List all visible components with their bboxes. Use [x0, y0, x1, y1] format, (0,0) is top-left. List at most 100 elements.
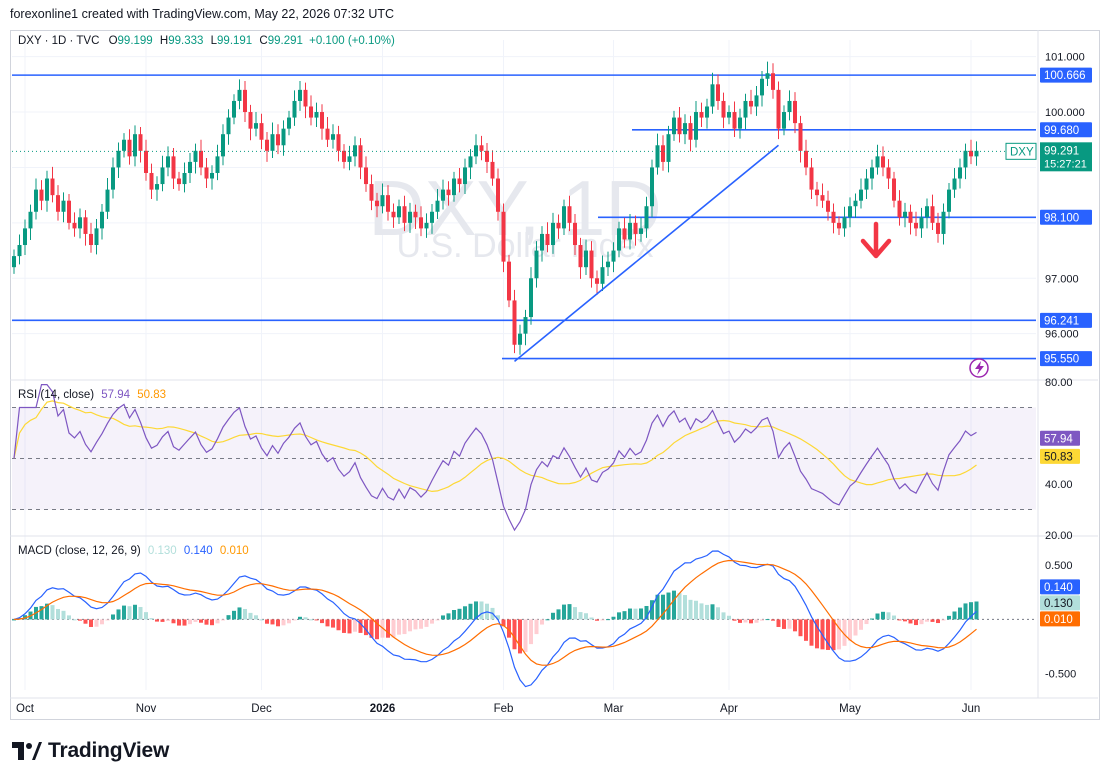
macd-histogram-bar [292, 619, 297, 621]
macd-histogram-bar [419, 619, 423, 629]
candle-body [760, 78, 764, 96]
macd-histogram-bar [39, 606, 44, 620]
macd-histogram-bar [870, 618, 874, 620]
candle-body [705, 106, 709, 118]
chart-canvas[interactable]: DXY, 1D U.S. Dollar Index 101.000 100.000… [10, 30, 1100, 720]
macd-histogram-bar [413, 619, 418, 630]
macd-signal-value: 0.010 [219, 545, 249, 557]
candle-body [188, 161, 192, 173]
macd-histogram-bar [782, 619, 786, 629]
macd-histogram-bar [969, 602, 973, 620]
macd-histogram-bar [204, 619, 209, 625]
macd-histogram-bar [474, 601, 478, 620]
price-tick-label: 97.000 [1045, 273, 1079, 285]
macd-histogram-bar [743, 619, 748, 623]
rsi-tag: 57.94 [1044, 433, 1073, 445]
macd-histogram-bar [72, 619, 77, 621]
macd-histogram-bar [83, 619, 88, 624]
macd-histogram-bar [600, 619, 605, 621]
candle-body [699, 112, 704, 118]
candle-body [210, 172, 214, 179]
candle-body [908, 211, 913, 223]
time-tick-label: May [839, 703, 861, 715]
candle-body [963, 150, 968, 168]
macd-histogram-bar [127, 606, 132, 620]
time-tick-label: Apr [720, 703, 738, 715]
tradingview-logo[interactable]: TradingView [12, 739, 169, 763]
macd-histogram-bar [155, 619, 159, 622]
candle-body [336, 134, 341, 151]
macd-histogram-bar [369, 619, 374, 638]
candle-body [72, 222, 77, 229]
macd-histogram-bar [974, 601, 979, 620]
candle-body [254, 123, 258, 129]
macd-histogram-bar [397, 619, 401, 635]
close-label: C [259, 35, 268, 47]
macd-histogram-bar [716, 607, 720, 620]
macd-histogram-bar [56, 609, 60, 620]
macd-histogram-bar [606, 619, 610, 621]
macd-histogram-bar [435, 619, 440, 621]
macd-histogram-bar [94, 619, 99, 627]
high-label: H [159, 35, 169, 47]
candle-body [507, 261, 511, 301]
candle-body [375, 200, 379, 207]
macd-histogram-bar [595, 619, 599, 621]
macd-histogram-bar [446, 613, 451, 620]
lightning-icon[interactable] [969, 358, 989, 378]
candle-body [281, 128, 286, 146]
rsi-ma-tag-bg [1040, 448, 1080, 464]
candle-body [523, 317, 528, 334]
candle-body [100, 211, 104, 229]
macd-histogram-bar [683, 595, 687, 620]
candle-body [320, 112, 324, 129]
macd-histogram-bar [457, 608, 462, 620]
candle-body [171, 156, 176, 179]
candle-body [232, 100, 236, 118]
candle-body [265, 139, 269, 151]
macd-histogram-bar [424, 619, 429, 627]
candle-body [56, 195, 60, 212]
macd-histogram-bar [265, 619, 269, 624]
candle-body [270, 134, 275, 151]
watermark-name: U.S. Dollar Index [397, 227, 654, 265]
macd-histogram-bar [567, 604, 572, 620]
macd-histogram-bar [298, 616, 302, 620]
level-tag-bg [1040, 67, 1092, 83]
macd-histogram-bar [188, 619, 192, 625]
macd-histogram-bar [793, 619, 797, 632]
macd-hist-tag: 0.130 [1044, 598, 1073, 610]
macd-histogram-bar [441, 615, 445, 620]
macd-histogram-bar [578, 612, 583, 620]
macd-histogram-bar [754, 619, 759, 623]
candle-body [529, 278, 533, 318]
candle-body [842, 217, 847, 229]
candle-body [633, 222, 638, 234]
candles [12, 61, 979, 355]
macd-histogram-bar [738, 619, 742, 623]
macd-histogram-bar [826, 619, 830, 650]
macd-histogram-bar [105, 619, 110, 621]
candle-body [468, 156, 473, 168]
candle-body [133, 134, 137, 157]
candle-body [837, 222, 841, 229]
macd-histogram-bar [903, 619, 907, 622]
change-value: +0.100 (+0.10%) [309, 35, 395, 47]
macd-tick-label: -0.500 [1045, 669, 1076, 681]
candle-body [677, 117, 682, 135]
macd-histogram-bar [963, 603, 968, 620]
macd-histogram-bar [523, 619, 528, 652]
candle-body [105, 189, 110, 212]
candle-body [831, 211, 836, 223]
candle-body [479, 145, 484, 151]
candle-body [243, 89, 247, 113]
candle-body [138, 134, 143, 151]
price-tick-label: 101.000 [1045, 52, 1085, 64]
time-axis: Oct Nov Dec 2026 Feb Mar Apr May Jun [16, 703, 980, 715]
macd-histogram-bar [402, 619, 407, 635]
macd-histogram-bar [710, 604, 715, 620]
candle-body [732, 112, 737, 129]
macd-histogram-bar [171, 619, 176, 624]
macd-histogram-bar [727, 615, 731, 620]
candle-body [408, 211, 412, 223]
